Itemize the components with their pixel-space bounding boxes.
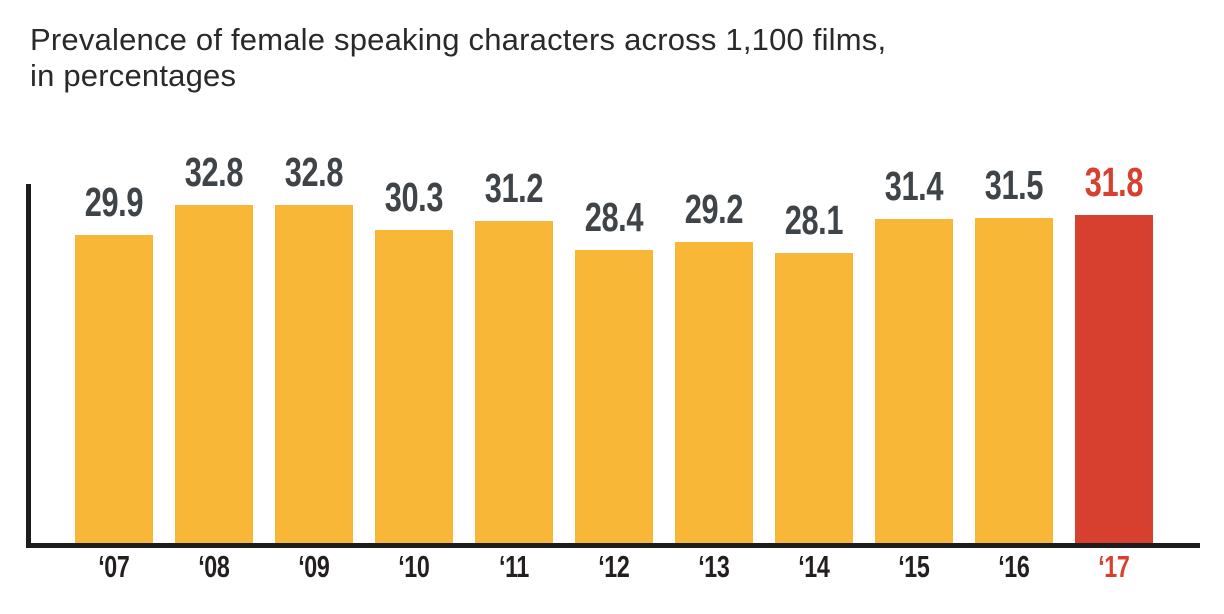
x-tick-label: ‘15 <box>875 551 953 582</box>
bar <box>775 253 853 543</box>
bar-value-text: 30.3 <box>384 174 444 220</box>
x-tick-text: ‘07 <box>98 549 130 584</box>
bar-value-label: 31.5 <box>975 165 1053 206</box>
x-axis-line <box>26 543 1200 548</box>
bar <box>375 230 453 543</box>
bar-value-label: 31.2 <box>475 168 553 209</box>
bar <box>75 235 153 543</box>
x-tick-text: ‘08 <box>198 549 230 584</box>
bar-highlighted <box>1075 215 1153 543</box>
x-tick-label: ‘17 <box>1075 551 1153 582</box>
x-tick-text: ‘15 <box>898 549 930 584</box>
bar-value-text: 28.1 <box>784 197 844 243</box>
bar <box>175 205 253 543</box>
bar-value-text: 31.8 <box>1084 159 1144 205</box>
x-tick-label: ‘10 <box>375 551 453 582</box>
x-tick-label: ‘13 <box>675 551 753 582</box>
x-tick-text: ‘09 <box>298 549 330 584</box>
bar-value-text: 32.8 <box>284 149 344 195</box>
x-tick-text: ‘11 <box>499 549 529 584</box>
bar <box>275 205 353 543</box>
x-tick-text: ‘13 <box>698 549 730 584</box>
bar-value-text: 29.9 <box>84 179 144 225</box>
bar-column-6: 28.4 <box>575 197 653 543</box>
x-tick-label: ‘14 <box>775 551 853 582</box>
x-tick-label: ‘12 <box>575 551 653 582</box>
bar-column-10: 31.5 <box>975 165 1053 543</box>
bar-value-label: 28.4 <box>575 197 653 238</box>
bar-column-9: 31.4 <box>875 166 953 543</box>
bar-value-label: 31.4 <box>875 166 953 207</box>
chart-title: Prevalence of female speaking characters… <box>30 22 886 94</box>
x-tick-text: ‘12 <box>598 549 630 584</box>
bar-column-5: 31.2 <box>475 168 553 543</box>
bar <box>475 221 553 543</box>
bar-value-text: 32.8 <box>184 149 244 195</box>
x-tick-text: ‘14 <box>798 549 830 584</box>
x-tick-label: ‘11 <box>475 551 553 582</box>
chart-title-line-2: in percentages <box>30 58 237 93</box>
bar-value-text: 31.5 <box>984 162 1044 208</box>
bar-column-2: 32.8 <box>175 152 253 543</box>
bar-column-1: 29.9 <box>75 182 153 543</box>
bar-value-text: 29.2 <box>684 186 744 232</box>
bar-value-text: 28.4 <box>584 194 644 240</box>
bar-column-3: 32.8 <box>275 152 353 543</box>
bar <box>975 218 1053 543</box>
bar-value-label: 32.8 <box>175 152 253 193</box>
bar-value-text: 31.4 <box>884 163 944 209</box>
x-tick-text: ‘16 <box>998 549 1030 584</box>
x-tick-label: ‘08 <box>175 551 253 582</box>
bar-value-label: 30.3 <box>375 177 453 218</box>
bar-column-4: 30.3 <box>375 177 453 543</box>
x-tick-label: ‘07 <box>75 551 153 582</box>
bar <box>875 219 953 543</box>
bar-value-label: 29.2 <box>675 189 753 230</box>
bars-plot-area: 29.9 32.8 32.8 30.3 31.2 28.4 29.2 28.1 31.4 31.5… <box>75 152 1153 543</box>
bar-column-8: 28.1 <box>775 200 853 543</box>
bar <box>675 242 753 543</box>
bar <box>575 250 653 543</box>
x-axis-tick-labels: ‘07 ‘08 ‘09 ‘10 ‘11 ‘12 ‘13 ‘14 ‘15 ‘16 ‘17 <box>75 551 1153 582</box>
bar-value-label: 31.8 <box>1075 162 1153 203</box>
y-axis-line <box>26 184 31 548</box>
x-tick-label: ‘09 <box>275 551 353 582</box>
x-tick-text: ‘17 <box>1098 549 1130 584</box>
bar-value-label: 29.9 <box>75 182 153 223</box>
bar-value-text: 31.2 <box>484 165 544 211</box>
x-tick-text: ‘10 <box>398 549 430 584</box>
x-tick-label: ‘16 <box>975 551 1053 582</box>
bar-value-label: 32.8 <box>275 152 353 193</box>
chart-title-line-1: Prevalence of female speaking characters… <box>30 22 887 57</box>
bar-value-label: 28.1 <box>775 200 853 241</box>
bar-column-11: 31.8 <box>1075 162 1153 543</box>
bar-column-7: 29.2 <box>675 189 753 543</box>
